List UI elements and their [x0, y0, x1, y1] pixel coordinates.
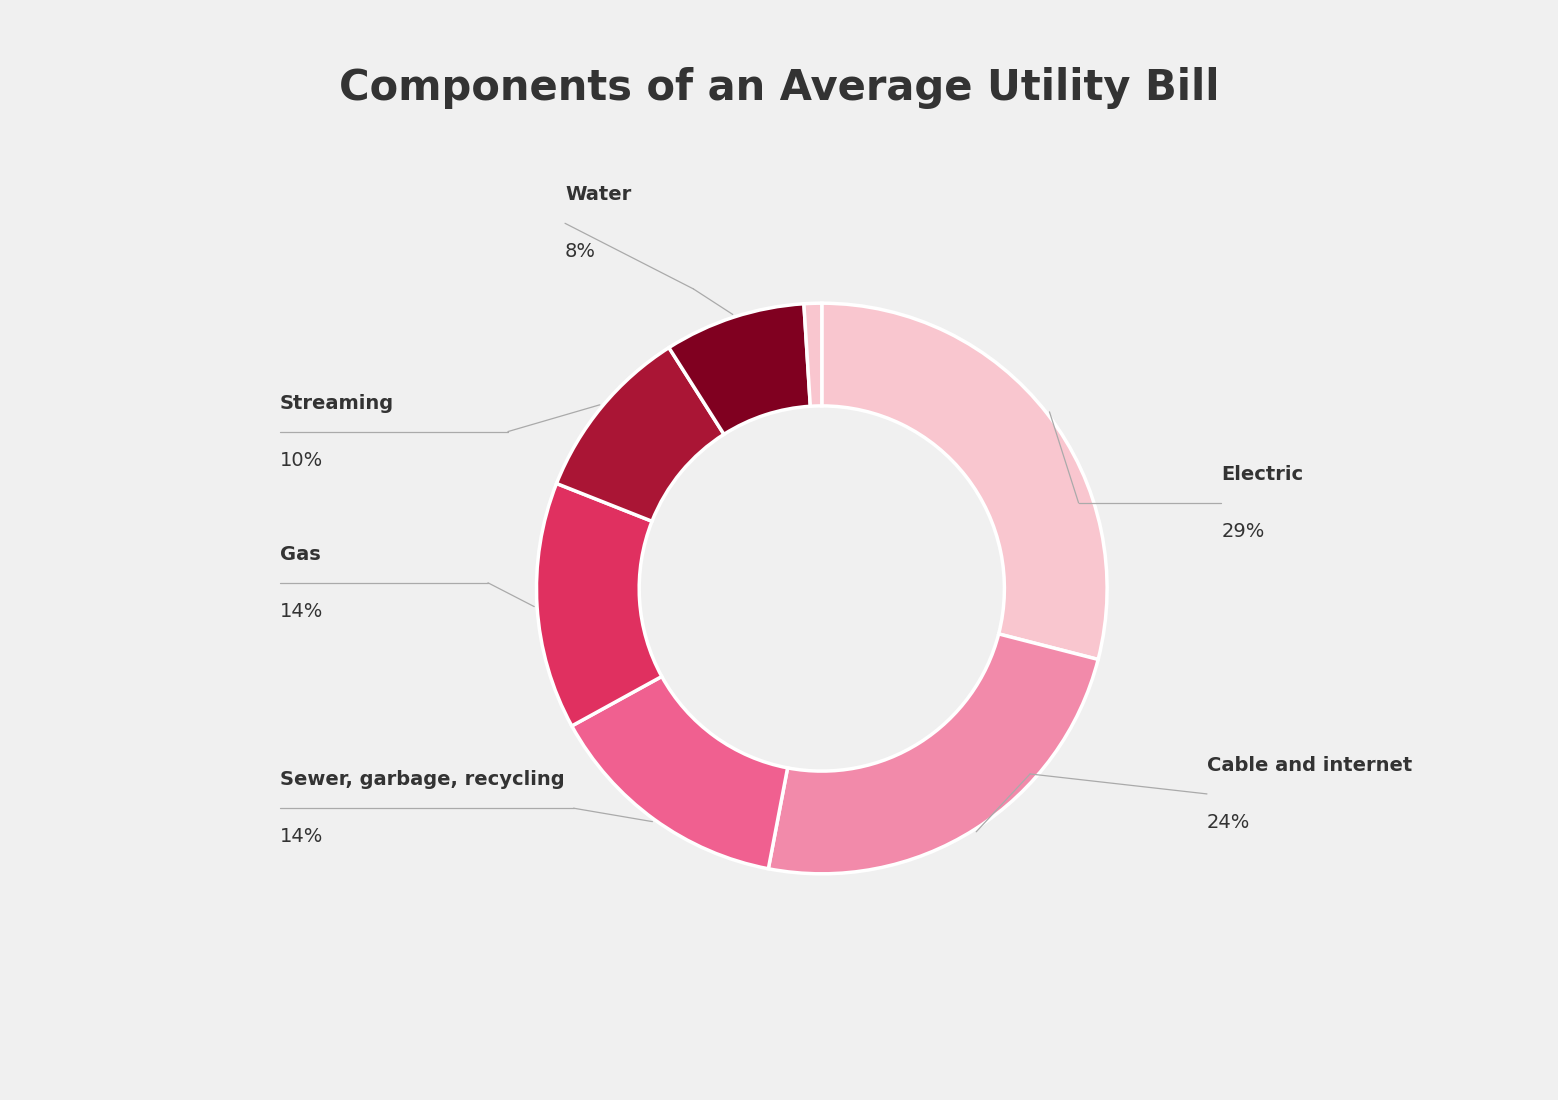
Wedge shape [572, 676, 788, 869]
Text: Components of an Average Utility Bill: Components of an Average Utility Bill [338, 67, 1220, 109]
Wedge shape [804, 304, 821, 406]
Wedge shape [536, 484, 662, 726]
Text: Water: Water [566, 185, 631, 205]
Wedge shape [668, 304, 810, 434]
Wedge shape [556, 348, 724, 521]
Text: 14%: 14% [280, 602, 323, 620]
Wedge shape [821, 304, 1108, 660]
Text: 8%: 8% [566, 242, 597, 262]
Text: Electric: Electric [1221, 465, 1304, 484]
Text: 10%: 10% [280, 451, 323, 470]
Text: Streaming: Streaming [280, 394, 394, 412]
Wedge shape [768, 634, 1098, 873]
Text: 14%: 14% [280, 827, 323, 846]
Text: Cable and internet: Cable and internet [1207, 756, 1412, 774]
Text: 24%: 24% [1207, 813, 1251, 832]
Text: Gas: Gas [280, 544, 321, 564]
Text: Sewer, garbage, recycling: Sewer, garbage, recycling [280, 770, 564, 789]
Text: 29%: 29% [1221, 521, 1265, 541]
